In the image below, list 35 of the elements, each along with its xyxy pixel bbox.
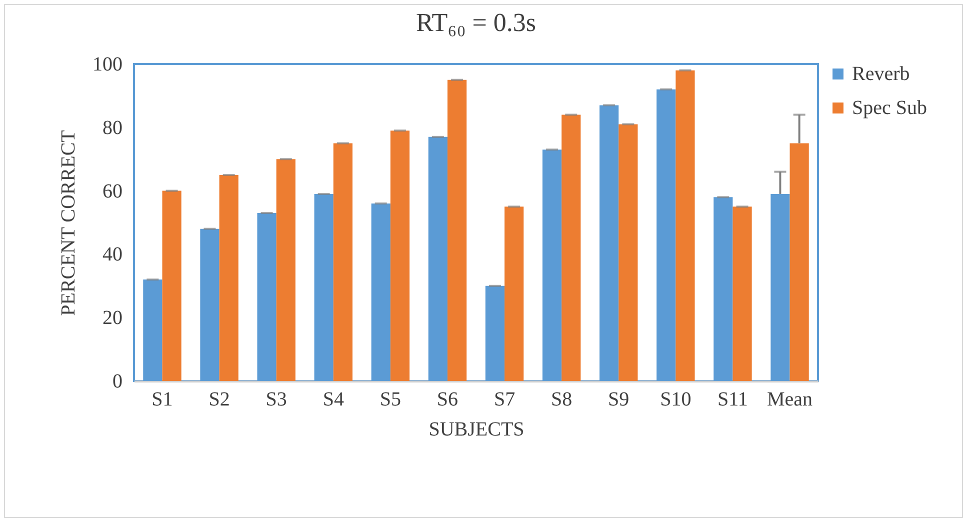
y-axis-title: PERCENT CORRECT: [58, 130, 80, 316]
x-tick-label: S3: [266, 388, 287, 410]
x-tick-label: S11: [718, 388, 748, 410]
x-axis-title: SUBJECTS: [428, 418, 524, 440]
bar: [219, 174, 238, 381]
legend-label: Reverb: [852, 63, 910, 85]
bar: [390, 130, 410, 381]
x-tick-label: S8: [551, 388, 572, 410]
y-tick-label: 0: [112, 370, 122, 392]
y-tick-label: 60: [102, 180, 122, 202]
x-tick-label: Mean: [766, 388, 813, 410]
bar: [618, 124, 638, 381]
x-tick-label: S2: [208, 388, 230, 410]
bar: [732, 206, 752, 381]
bar: [162, 190, 182, 381]
y-tick-label: 80: [102, 116, 122, 139]
bar: [333, 143, 352, 381]
y-tick-label: 20: [102, 307, 122, 330]
x-tick-label: S4: [322, 388, 344, 410]
y-tick-label: 100: [92, 54, 122, 76]
bar: [276, 159, 296, 381]
x-tick-label: S9: [608, 388, 630, 410]
bar: [447, 80, 467, 381]
chart-title: RT₆₀ = 0.3s: [416, 8, 536, 37]
x-tick-label: S1: [152, 388, 173, 410]
x-tick-label: S10: [660, 388, 692, 410]
bar: [790, 143, 809, 381]
bar: [676, 70, 695, 381]
y-tick-label: 40: [102, 244, 122, 266]
x-tick-label: S7: [494, 388, 516, 410]
bar: [504, 206, 524, 381]
bar: [562, 114, 581, 381]
x-tick-label: S6: [436, 388, 458, 410]
x-tick-label: S5: [380, 388, 401, 410]
legend-label: Spec Sub: [852, 97, 927, 119]
